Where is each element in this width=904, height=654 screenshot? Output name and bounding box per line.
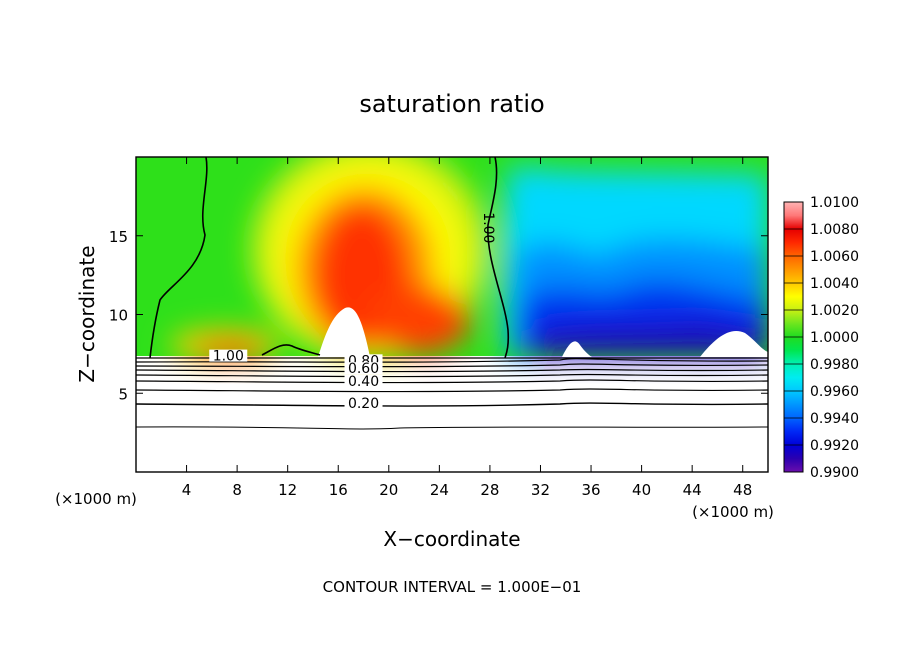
contour-label-background (344, 374, 383, 387)
colorbar-ticks: 1.0100 1.0080 1.0060 1.0040 1.0020 1.0000 0.99… (784, 195, 859, 481)
y-tick-label: 5 (118, 385, 128, 403)
colorbar-tick-label: 1.0080 (810, 222, 859, 238)
x-tick-label: 4 (182, 481, 192, 499)
x-unit-label-right: (×1000 m) (692, 503, 774, 521)
colorbar-tick-label: 0.9960 (810, 384, 859, 400)
x-tick-label: 32 (531, 481, 550, 499)
x-tick-label: 40 (632, 481, 651, 499)
contour-labels: 1.001.000.800.600.400.20 (209, 212, 496, 412)
x-tick-label: 44 (683, 481, 702, 499)
colorbar-tick-label: 1.0060 (810, 249, 859, 265)
colorbar-tick-label: 1.0000 (810, 330, 859, 346)
colorbar-tick-label: 0.9900 (810, 465, 859, 481)
x-tick-label: 24 (430, 481, 449, 499)
contour-label-text: 0.60 (348, 361, 379, 377)
contour-label: 0.40 (344, 374, 383, 390)
contour-label-background (344, 396, 383, 409)
contour-label: 1.00 (480, 212, 496, 243)
x-tick-label: 20 (379, 481, 398, 499)
plot-area (136, 157, 768, 472)
x-tick-label: 36 (581, 481, 600, 499)
y-axis-label: Z−coordinate (75, 245, 99, 382)
contour-label-background (344, 362, 383, 375)
y-tick-label: 10 (109, 307, 128, 325)
colorbar-tick-label: 0.9920 (810, 438, 859, 454)
x-tick-label: 48 (733, 481, 752, 499)
colorbar-tick-label: 1.0100 (810, 195, 859, 211)
contour-label: 0.20 (344, 396, 383, 412)
contour-interval-note: CONTOUR INTERVAL = 1.000E−01 (323, 578, 582, 596)
y-tick-label: 15 (109, 228, 128, 246)
contour-label: 0.60 (344, 361, 383, 377)
contour-lines-lower (136, 357, 768, 430)
colorbar-tick-label: 1.0040 (810, 276, 859, 292)
x-tick-label: 28 (480, 481, 499, 499)
saturation-field (136, 157, 768, 430)
contour-label-text: 1.00 (480, 212, 496, 243)
colorbar-tick-label: 0.9980 (810, 357, 859, 373)
x-tick-label: 8 (232, 481, 242, 499)
chart-title: saturation ratio (359, 90, 544, 118)
x-unit-label-left: (×1000 m) (55, 490, 137, 508)
x-tick-label: 16 (329, 481, 348, 499)
contour-label-background (209, 349, 248, 362)
x-axis-label: X−coordinate (383, 527, 520, 551)
colorbar: 1.0100 1.0080 1.0060 1.0040 1.0020 1.0000 0.99… (783, 195, 859, 481)
colorbar-tick-label: 0.9940 (810, 411, 859, 427)
contour-label-text: 0.40 (348, 374, 379, 390)
contour-label-text: 0.20 (348, 396, 379, 412)
contour-label: 1.00 (209, 349, 248, 365)
contour-label-text: 1.00 (213, 349, 244, 365)
colorbar-tick-label: 1.0020 (810, 303, 859, 319)
x-tick-label: 12 (278, 481, 297, 499)
